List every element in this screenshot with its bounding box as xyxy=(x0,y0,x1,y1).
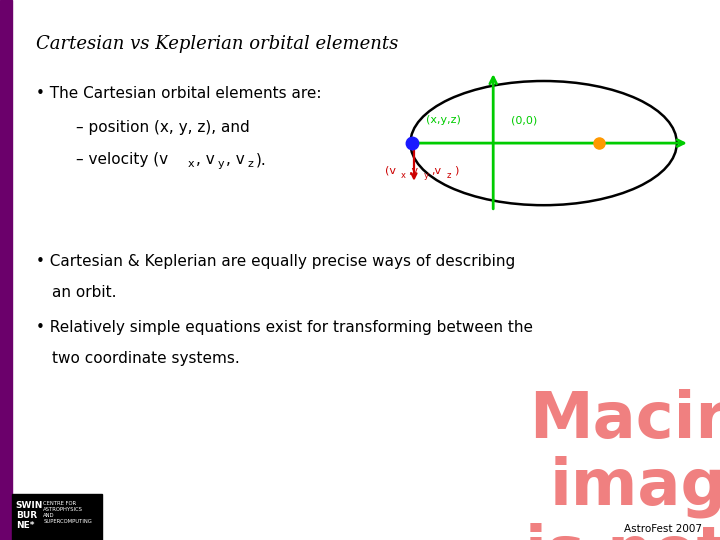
Text: • Cartesian & Keplerian are equally precise ways of describing: • Cartesian & Keplerian are equally prec… xyxy=(36,254,516,269)
Text: (x,y,z): (x,y,z) xyxy=(426,115,461,125)
Text: Cartesian vs Keplerian orbital elements: Cartesian vs Keplerian orbital elements xyxy=(36,35,398,53)
Text: – velocity (v: – velocity (v xyxy=(76,152,168,167)
Text: SWIN
BUR
NE*: SWIN BUR NE* xyxy=(16,501,43,530)
Text: – position (x, y, z), and: – position (x, y, z), and xyxy=(76,120,249,135)
Text: , v: , v xyxy=(196,152,215,167)
Text: • Relatively simple equations exist for transforming between the: • Relatively simple equations exist for … xyxy=(36,320,533,335)
Text: z: z xyxy=(248,159,253,169)
Bar xyxy=(12,494,102,540)
Text: an orbit.: an orbit. xyxy=(52,285,117,300)
Text: (0,0): (0,0) xyxy=(511,115,537,125)
Text: , v: , v xyxy=(226,152,245,167)
Text: y: y xyxy=(217,159,224,169)
Text: z: z xyxy=(447,171,451,180)
Text: ): ) xyxy=(454,166,459,176)
Text: • The Cartesian orbital elements are:: • The Cartesian orbital elements are: xyxy=(36,86,322,102)
Text: y: y xyxy=(424,171,429,180)
Text: x: x xyxy=(187,159,194,169)
Text: two coordinate systems.: two coordinate systems. xyxy=(52,351,240,366)
Text: ,v: ,v xyxy=(431,166,441,176)
Text: (v: (v xyxy=(385,166,396,176)
Text: x: x xyxy=(401,171,406,180)
Text: CENTRE FOR
ASTROPHYSICS
AND
SUPERCOMPUTING: CENTRE FOR ASTROPHYSICS AND SUPERCOMPUTI… xyxy=(43,501,92,524)
Text: ,v: ,v xyxy=(408,166,418,176)
Text: ).: ). xyxy=(256,152,267,167)
Text: Macir
imag
is not: Macir imag is not xyxy=(525,389,720,540)
Text: AstroFest 2007: AstroFest 2007 xyxy=(624,523,702,534)
Bar xyxy=(0,0,12,540)
